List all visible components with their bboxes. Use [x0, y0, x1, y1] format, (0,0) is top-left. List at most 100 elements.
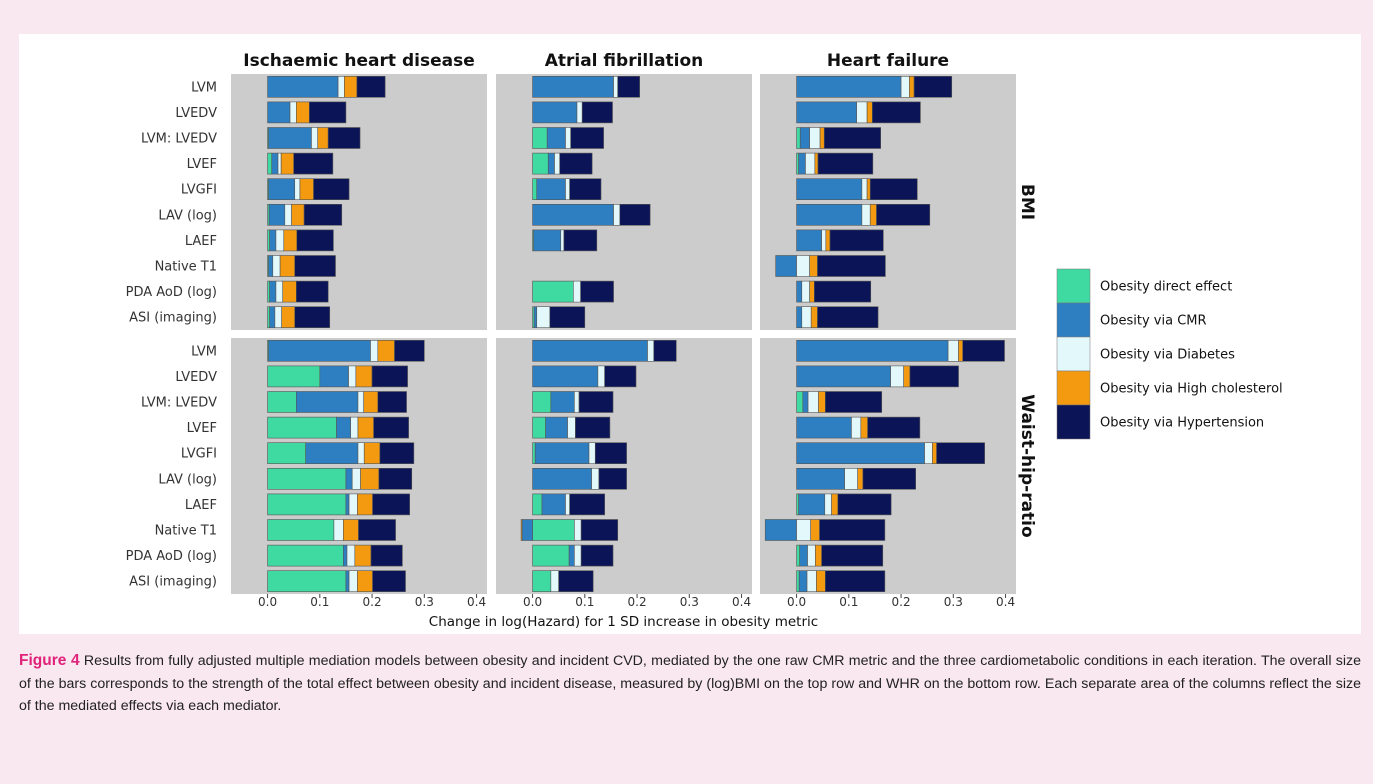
bar-segment: [357, 493, 373, 516]
bar-segment: [271, 152, 279, 175]
bar-segment: [296, 101, 310, 124]
bar-segment: [825, 229, 831, 252]
bar-segment: [805, 152, 816, 175]
x-tick-label: 0.2: [363, 595, 382, 609]
facet-row-label: Waist-hip-ratio: [1017, 394, 1037, 537]
bar-segment: [810, 306, 818, 329]
bar-segment: [313, 178, 350, 200]
category-label: LVM: [191, 344, 217, 359]
bar-segment: [824, 493, 832, 516]
bar-segment: [296, 280, 329, 303]
bar-segment: [532, 101, 578, 124]
column-title: Atrial fibrillation: [545, 51, 704, 71]
bar-segment: [267, 467, 347, 490]
bar-segment: [267, 519, 335, 541]
bar-segment: [268, 178, 296, 200]
bar-segment: [890, 365, 904, 388]
bar-segment: [851, 416, 862, 439]
bar-segment: [343, 519, 359, 541]
bar-segment: [604, 365, 637, 388]
bar-segment: [532, 391, 552, 413]
bar-segment: [344, 75, 358, 98]
bar-segment: [532, 493, 543, 516]
legend-label: Obesity via CMR: [1100, 314, 1207, 329]
x-tick-label: 0.2: [628, 595, 647, 609]
bar-segment: [532, 280, 574, 303]
bar-segment: [269, 280, 277, 303]
bar-segment: [532, 519, 575, 541]
bar-segment: [823, 127, 881, 149]
bar-segment: [358, 519, 396, 541]
bar-segment: [825, 570, 886, 593]
bar-segment: [613, 204, 621, 226]
bar-segment: [348, 365, 357, 388]
bar-segment: [267, 280, 270, 303]
bar-segment: [319, 365, 349, 388]
bar-segment: [872, 101, 921, 124]
bar-segment: [282, 280, 297, 303]
bar-segment: [370, 544, 403, 567]
bar-segment: [337, 75, 345, 98]
category-label: PDA AoD (log): [126, 549, 217, 564]
bar-segment: [336, 416, 351, 439]
bar-segment: [909, 75, 915, 98]
bar-segment: [311, 127, 319, 149]
legend-swatch: [1056, 302, 1091, 338]
category-label: LVGFI: [181, 447, 217, 462]
bar-segment: [532, 204, 614, 226]
x-tick-label: 0.3: [944, 595, 963, 609]
bar-segment: [825, 391, 883, 413]
bar-segment: [580, 519, 619, 541]
bar-segment: [796, 391, 804, 413]
bar-segment: [862, 467, 916, 490]
bar-segment: [801, 306, 812, 329]
bar-segment: [279, 255, 296, 277]
bar-segment: [802, 391, 809, 413]
bar-segment: [269, 306, 276, 329]
category-label: LVGFI: [181, 183, 217, 198]
legend-label: Obesity direct effect: [1100, 280, 1232, 295]
bar-segment: [267, 152, 273, 175]
bar-segment: [532, 416, 546, 439]
bar-segment: [360, 467, 380, 490]
bar-segment: [294, 255, 336, 277]
bar-segment: [545, 416, 568, 439]
bar-segment: [563, 229, 598, 252]
bar-segment: [829, 229, 884, 252]
category-label: ASI (imaging): [129, 311, 217, 326]
bar-segment: [798, 493, 826, 516]
bar-segment: [536, 306, 551, 329]
bar-segment: [378, 467, 413, 490]
legend-swatch: [1056, 370, 1091, 406]
mediation-chart: Ischaemic heart disease Atrial fibrillati…: [126, 51, 1283, 630]
bar-segment: [924, 442, 933, 465]
bar-segment: [796, 178, 863, 200]
bar-segment: [821, 229, 827, 252]
bar-segment: [293, 152, 334, 175]
bar-segment: [947, 339, 959, 362]
column-title: Ischaemic heart disease: [243, 51, 474, 71]
bar-segment: [536, 178, 566, 200]
bar-segment: [303, 204, 343, 226]
bar-segment: [532, 152, 549, 175]
bar-segment: [576, 101, 583, 124]
bar-segment: [807, 544, 816, 567]
bar-segment: [574, 544, 582, 567]
x-tick-label: 0.4: [732, 595, 751, 609]
bar-segment: [796, 467, 845, 490]
bar-segment: [580, 280, 614, 303]
bar-segment: [856, 101, 868, 124]
bar-segment: [597, 365, 605, 388]
bar-segment: [861, 204, 871, 226]
bar-segment: [377, 391, 407, 413]
bar-segment: [796, 255, 810, 277]
bar-segment: [796, 519, 811, 541]
bar-segment: [653, 339, 677, 362]
bar-segment: [532, 570, 552, 593]
bar-segment: [541, 493, 566, 516]
bar-segment: [350, 416, 359, 439]
bar-segment: [796, 229, 822, 252]
bar-segment: [867, 416, 921, 439]
bar-segment: [913, 75, 953, 98]
bar-segment: [796, 416, 852, 439]
